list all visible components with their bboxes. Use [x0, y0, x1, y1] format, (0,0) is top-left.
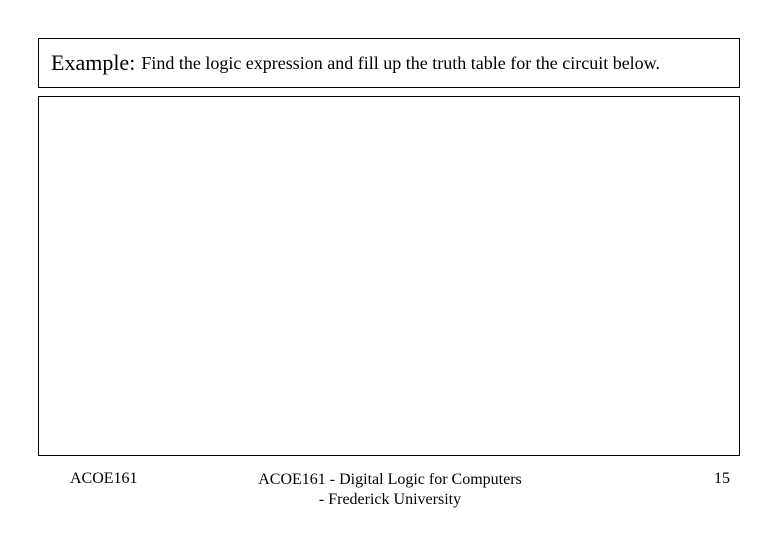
title-rest: Find the logic expression and fill up th…	[141, 53, 660, 74]
footer-center: ACOE161 - Digital Logic for Computers - …	[258, 470, 522, 510]
footer-left: ACOE161	[70, 470, 138, 488]
slide-page: Example: Find the logic expression and f…	[0, 0, 780, 540]
content-box	[38, 96, 740, 456]
title-lead: Example:	[51, 50, 135, 76]
title-box: Example: Find the logic expression and f…	[38, 38, 740, 88]
footer: ACOE161 ACOE161 - Digital Logic for Comp…	[0, 470, 780, 520]
footer-page-number: 15	[714, 470, 730, 488]
